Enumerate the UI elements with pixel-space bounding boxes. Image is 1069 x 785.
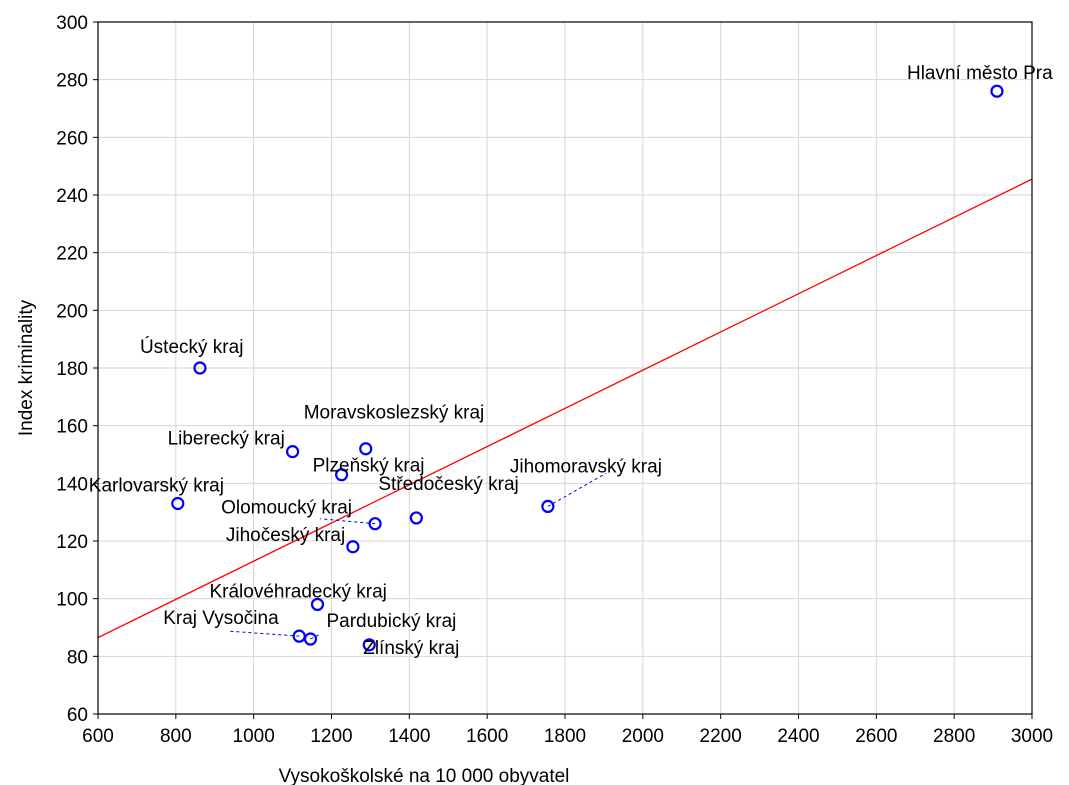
label-leader-line <box>320 518 376 525</box>
x-tick-label: 2400 <box>777 726 819 747</box>
fit-line <box>97 178 1033 639</box>
y-tick-label: 160 <box>56 417 88 438</box>
point-label: Jihočeský kraj <box>226 525 345 546</box>
point-label: Plzeňský kraj <box>313 456 425 477</box>
point-label: Kraj Vysočina <box>163 608 279 629</box>
x-tick-label: 1800 <box>544 726 586 747</box>
point-label: Hlavní město Pra <box>907 63 1053 84</box>
y-tick-label: 100 <box>56 590 88 611</box>
data-point <box>368 517 382 531</box>
point-label: Liberecký kraj <box>168 429 285 450</box>
x-tick-label: 1400 <box>388 726 430 747</box>
data-point <box>990 84 1004 98</box>
point-labels: Hlavní město Pra Ústecký kraj Moravskoslez… <box>89 63 1053 659</box>
point-label: Zlínský kraj <box>363 638 459 659</box>
x-tick-label: 1600 <box>466 726 508 747</box>
y-tick-label: 280 <box>56 71 88 92</box>
data-point <box>409 511 423 525</box>
data-point <box>303 632 318 646</box>
y-axis-label: Index kriminality <box>16 299 37 436</box>
x-tick-label: 800 <box>160 726 192 747</box>
x-tick-label: 2600 <box>855 726 897 747</box>
point-label: Pardubický kraj <box>326 611 456 632</box>
y-tick-label: 260 <box>56 128 88 149</box>
label-leader-line <box>547 472 607 507</box>
label-leader-line <box>310 633 321 640</box>
data-points <box>171 84 1004 652</box>
data-point <box>171 496 185 511</box>
point-label: Ústecký kraj <box>140 336 243 358</box>
data-point <box>359 442 373 456</box>
fit-line-group <box>97 178 1033 639</box>
point-label: Moravskoslezský kraj <box>304 403 485 424</box>
x-tick-label: 3000 <box>1011 726 1053 747</box>
x-tick-label: 1000 <box>233 726 275 747</box>
y-tick-label: 200 <box>56 301 88 322</box>
y-tick-label: 120 <box>56 532 88 553</box>
x-tick-label: 1200 <box>310 726 352 747</box>
axis-ticks: 600 800 1000 1200 1400 1600 1800 2000 2200 2400 26… <box>56 13 1053 747</box>
point-label: Královéhradecký kraj <box>209 581 386 602</box>
leader-lines <box>229 472 607 640</box>
data-point <box>310 597 325 612</box>
label-leader-line <box>229 630 300 637</box>
y-tick-label: 300 <box>56 13 88 34</box>
x-tick-label: 2200 <box>700 726 742 747</box>
data-point <box>362 638 376 652</box>
y-tick-label: 140 <box>56 474 88 495</box>
point-label: Olomoucký kraj <box>221 498 352 519</box>
point-label: Středočeský kraj <box>378 474 518 495</box>
y-tick-label: 180 <box>56 359 88 380</box>
x-tick-label: 600 <box>82 726 114 747</box>
y-tick-label: 220 <box>56 244 88 265</box>
y-tick-label: 80 <box>67 647 88 668</box>
x-axis-label: Vysokoškolské na 10 000 obyvatel <box>279 766 570 785</box>
data-point <box>285 445 300 459</box>
plot-frame <box>97 21 1033 715</box>
data-point <box>346 540 360 554</box>
data-point <box>541 499 555 513</box>
point-label: Karlovarský kraj <box>89 476 224 497</box>
y-tick-label: 60 <box>67 705 88 726</box>
x-tick-label: 2000 <box>622 726 664 747</box>
data-point <box>335 468 349 482</box>
data-point <box>193 361 207 375</box>
point-label: Jihomoravský kraj <box>510 456 662 477</box>
x-tick-label: 2800 <box>933 726 975 747</box>
y-tick-label: 240 <box>56 186 88 207</box>
